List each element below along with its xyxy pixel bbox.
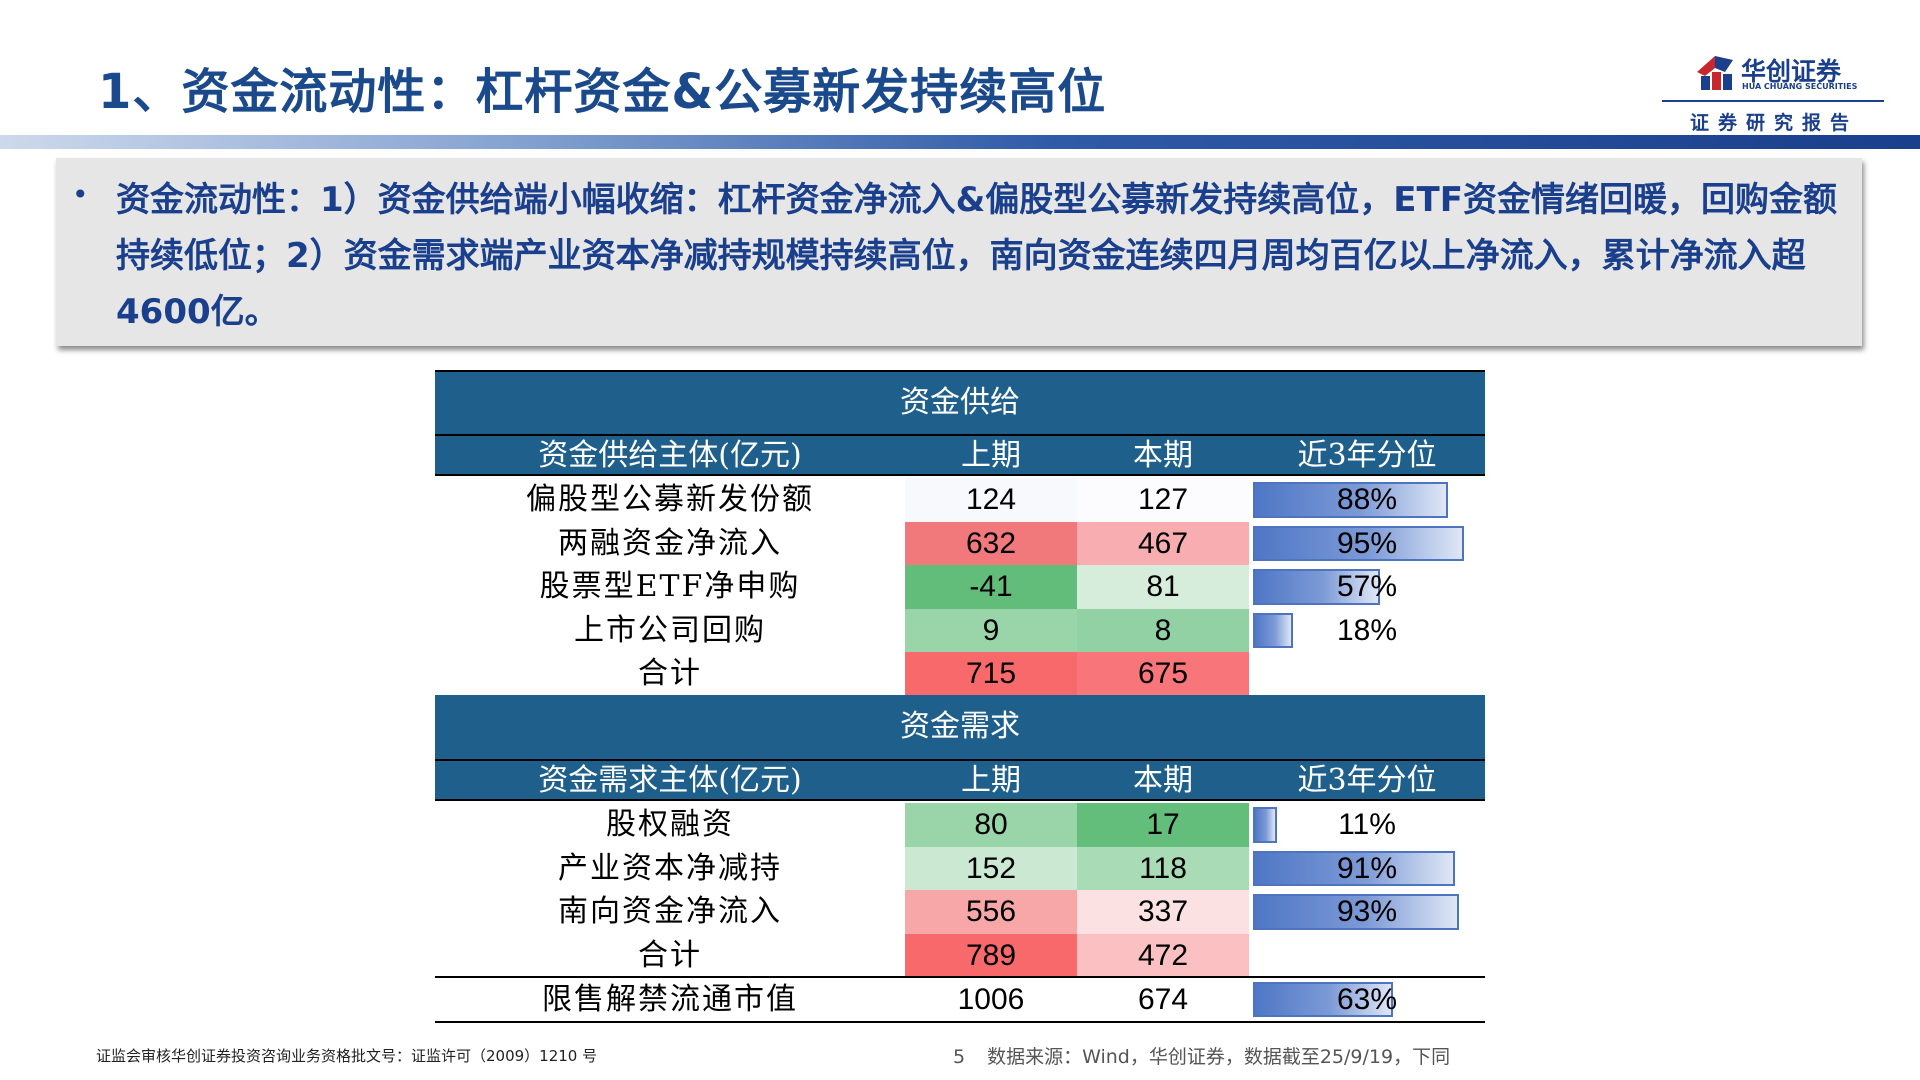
row-name: 限售解禁流通市值 [542, 982, 798, 1017]
row-prev-value: 715 [905, 652, 1077, 696]
table-row: 股权融资 80 17 11% [435, 803, 1485, 847]
logo-text-cn: 华创证券 [1741, 57, 1842, 86]
table-row: 南向资金净流入 556 337 93% [435, 890, 1485, 934]
row-percentile: 93% [1336, 895, 1398, 928]
row-cur-value: 8 [1077, 608, 1249, 652]
percentile-bar [1253, 569, 1380, 605]
row-percentile: 57% [1336, 570, 1398, 603]
row-name: 股权融资 [606, 807, 734, 842]
unlock-top-rule [435, 976, 1485, 978]
row-name: 两融资金净流入 [558, 525, 782, 561]
header-pct: 近3年分位 [1297, 763, 1437, 798]
data-source: 数据来源：Wind，华创证券，数据截至25/9/19，下同 [987, 1046, 1451, 1068]
row-cur-value: 674 [1137, 983, 1189, 1016]
row-cur-value: 467 [1077, 521, 1249, 565]
row-name: 合计 [638, 937, 702, 973]
source-note: 5 数据来源：Wind，华创证券，数据截至25/9/19，下同 [953, 1042, 1450, 1069]
row-percentile: 63% [1336, 983, 1398, 1016]
table-row-unlock: 限售解禁流通市值 1006 674 63% [435, 978, 1485, 1022]
percentile-bar [1253, 807, 1277, 843]
row-prev-value: 9 [905, 608, 1077, 652]
percentile-bar [1253, 612, 1293, 648]
summary-text: 资金流动性：1）资金供给端小幅收缩：杠杆资金净流入&偏股型公募新发持续高位，ET… [116, 180, 1837, 332]
percentile-bar [1253, 525, 1464, 561]
header-cur: 本期 [1133, 763, 1193, 798]
table-row: 合计 789 472 [435, 933, 1485, 978]
row-prev-value: -41 [905, 565, 1077, 609]
logo-text-en: HUA CHUANG SECURITIES [1742, 82, 1858, 91]
percentile-bar [1253, 482, 1448, 518]
row-prev-value: 1006 [957, 983, 1025, 1016]
demand-section-title: 资金需求 [435, 695, 1485, 759]
row-cur-value: 127 [1077, 478, 1249, 522]
row-cur-value: 118 [1077, 846, 1249, 890]
row-percentile: 88% [1336, 483, 1398, 516]
table-row: 上市公司回购 9 8 18% [435, 608, 1485, 652]
header-band [0, 135, 1920, 149]
header-prev: 上期 [961, 763, 1021, 798]
row-percentile: 11% [1338, 808, 1396, 841]
row-percentile [1249, 652, 1485, 696]
page-title: 1、资金流动性：杠杆资金&公募新发持续高位 [98, 64, 1107, 120]
header-pct: 近3年分位 [1297, 438, 1437, 473]
header-prev: 上期 [961, 438, 1021, 473]
table-row: 两融资金净流入 632 467 95% [435, 521, 1485, 565]
row-percentile: 18% [1336, 613, 1398, 647]
summary-box [56, 158, 1862, 346]
row-cur-value: 675 [1077, 652, 1249, 696]
header-cur: 本期 [1133, 438, 1193, 473]
row-prev-value: 152 [905, 846, 1077, 890]
row-name: 偏股型公募新发份额 [526, 482, 814, 517]
row-percentile [1249, 934, 1485, 978]
table-top-rule [435, 370, 1485, 372]
row-name: 南向资金净流入 [558, 894, 782, 929]
row-prev-value: 124 [905, 478, 1077, 522]
row-cur-value: 17 [1077, 803, 1249, 847]
table-row: 偏股型公募新发份额 124 127 88% [435, 478, 1485, 522]
row-prev-value: 789 [905, 933, 1077, 977]
row-percentile: 95% [1336, 526, 1398, 560]
row-prev-value: 632 [905, 521, 1077, 565]
row-cur-value: 81 [1077, 565, 1249, 609]
row-prev-value: 556 [905, 890, 1077, 934]
row-percentile: 91% [1336, 851, 1398, 885]
table-row: 产业资本净减持 152 118 91% [435, 846, 1485, 890]
bullet-icon: • [72, 178, 89, 211]
logo-mark-icon [1697, 56, 1733, 90]
row-cur-value: 472 [1077, 933, 1249, 977]
supply-section-title: 资金供给 [435, 372, 1485, 434]
table-row: 股票型ETF净申购 -41 81 57% [435, 565, 1485, 609]
page-number: 5 [953, 1046, 966, 1068]
supply-column-header: 资金供给主体(亿元) 上期 本期 近3年分位 [435, 434, 1485, 476]
report-type-label: 证券研究报告 [1690, 112, 1859, 134]
table-bottom-rule [435, 1021, 1485, 1023]
demand-column-header: 资金需求主体(亿元) 上期 本期 近3年分位 [435, 759, 1485, 801]
company-logo: 华创证券 HUA CHUANG SECURITIES [1695, 52, 1885, 92]
row-name: 股票型ETF净申购 [539, 569, 801, 604]
percentile-bar [1253, 982, 1393, 1017]
percentile-bar [1253, 894, 1459, 930]
row-name: 产业资本净减持 [558, 850, 782, 886]
header-subject: 资金需求主体(亿元) [538, 763, 802, 798]
logo-divider [1662, 100, 1884, 102]
percentile-bar [1253, 850, 1455, 886]
row-prev-value: 80 [905, 803, 1077, 847]
license-note: 证监会审核华创证券投资咨询业务资格批文号：证监许可（2009）1210 号 [96, 1047, 598, 1065]
row-cur-value: 337 [1077, 890, 1249, 934]
table-row: 合计 715 675 [435, 652, 1485, 696]
header-subject: 资金供给主体(亿元) [538, 438, 802, 473]
row-name: 合计 [638, 656, 702, 691]
row-name: 上市公司回购 [574, 612, 766, 648]
